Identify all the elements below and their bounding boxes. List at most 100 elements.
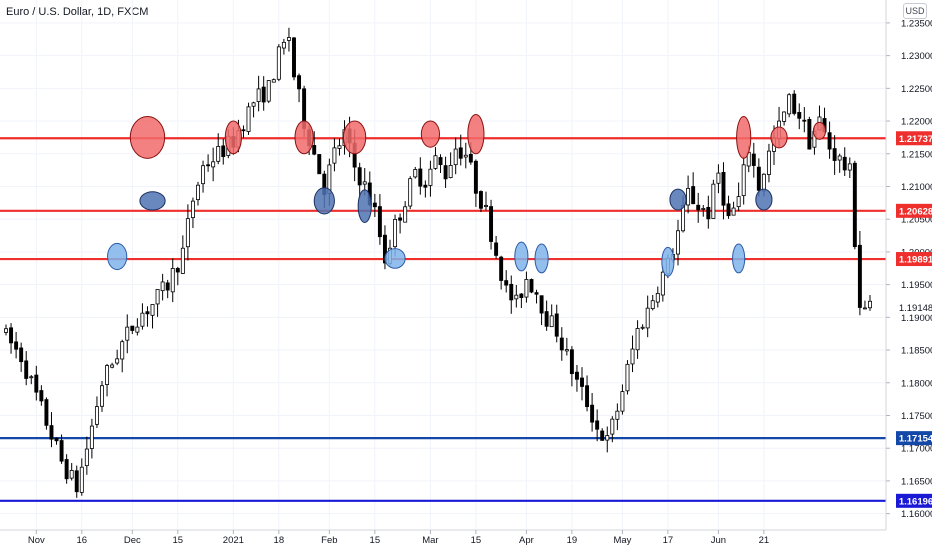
candle-up [155, 289, 160, 305]
y-tick-label: 1.23500 [901, 18, 932, 29]
candle-down [24, 360, 29, 379]
level-label-bg [896, 431, 932, 446]
x-tick-label: 16 [77, 535, 88, 546]
candle-up [286, 37, 291, 41]
x-axis: Nov 16 Dec 15 2021 18 Feb 15 Mar 15 Apr 19 May 17 Jun 2… [0, 529, 886, 546]
resistance-ellipse [294, 120, 314, 155]
candle-up [701, 208, 706, 210]
candle-down [9, 327, 14, 344]
level-labels: 1.21737 1.20628 1.19891 1.17154 1.16196 1.191… [896, 131, 932, 508]
candle-down [509, 283, 514, 301]
candle-up [564, 349, 569, 352]
x-tick-label: 18 [274, 535, 285, 546]
candle-up [741, 164, 746, 197]
y-tick-label: 1.18500 [901, 346, 932, 357]
candle-up [716, 172, 721, 184]
candle-up [605, 435, 610, 441]
candle-up [79, 466, 84, 493]
candle-down [585, 385, 590, 408]
candle-up [190, 200, 195, 219]
candle-down [473, 160, 478, 194]
candle-up [271, 79, 276, 83]
x-tick-label: 15 [370, 535, 381, 546]
candle-up [766, 150, 771, 175]
candle-down [539, 295, 544, 314]
candle-up [29, 376, 34, 379]
candle-down [59, 440, 64, 462]
candle-up [185, 218, 190, 248]
grid [0, 0, 885, 530]
candle-down [14, 341, 19, 350]
candle-down [590, 404, 595, 423]
candle-down [857, 244, 862, 308]
candle-down [797, 112, 802, 119]
candle-up [4, 328, 8, 333]
candle-down [544, 311, 549, 327]
candle-up [89, 425, 94, 449]
candle-up [448, 165, 453, 179]
candle-up [787, 94, 792, 115]
candle-down [832, 148, 837, 161]
resistance-ellipse [224, 120, 242, 155]
candle-up [868, 300, 872, 309]
candle-down [74, 470, 79, 493]
candle-up [620, 391, 625, 412]
x-tick-label: Jun [711, 535, 726, 546]
candle-up [251, 102, 256, 107]
candle-up [645, 307, 650, 329]
y-tick-label: 1.17500 [901, 411, 932, 422]
candle-down [726, 203, 731, 217]
y-tick-label: 1.19000 [901, 313, 932, 324]
candle-up [837, 155, 842, 161]
candle-down [468, 153, 473, 163]
candle-down [706, 206, 711, 220]
candle-up [84, 448, 89, 467]
candle-down [64, 459, 69, 480]
candle-down [600, 430, 605, 441]
candle-up [105, 365, 110, 385]
candle-down [580, 377, 584, 387]
candle-up [246, 106, 251, 132]
candle-down [802, 119, 807, 122]
candle-up [120, 341, 125, 360]
candle-up [635, 328, 640, 351]
candle-up [211, 161, 216, 168]
level-label: 1.16196 [899, 496, 932, 507]
candle-up [433, 155, 438, 169]
candle-up [761, 173, 766, 192]
y-tick-label: 1.22500 [901, 84, 932, 95]
candle-up [216, 146, 221, 162]
currency-unit-badge[interactable]: USD [903, 3, 927, 19]
candle-up [125, 326, 130, 341]
candle-up [150, 304, 155, 316]
y-tick-label: 1.20500 [901, 215, 932, 226]
candle-up [847, 163, 852, 171]
candle-down [691, 186, 696, 205]
candle-down [554, 313, 559, 337]
candle-down [165, 282, 170, 291]
candle-down [569, 349, 574, 375]
candle-up [201, 165, 206, 185]
candle-up [549, 315, 554, 328]
candle-up [266, 80, 271, 102]
candle-down [372, 202, 377, 208]
candle-down [458, 147, 463, 159]
support-ellipse [534, 243, 549, 274]
candle-down [382, 234, 387, 264]
candle-up [403, 206, 408, 223]
candle-down [261, 86, 266, 103]
candle-up [655, 293, 660, 303]
candle-up [686, 187, 691, 206]
candle-up [782, 111, 787, 122]
chart-title: Euro / U.S. Dollar, 1D, FXCM [6, 6, 149, 18]
candle-down [221, 145, 226, 157]
candle-down [559, 337, 564, 351]
resistance-ellipse [343, 120, 367, 155]
support-ellipse [732, 243, 746, 274]
last-price-bg [896, 300, 932, 315]
candle-up [170, 268, 175, 293]
candle-down [377, 206, 382, 238]
support-ellipse [357, 189, 372, 223]
